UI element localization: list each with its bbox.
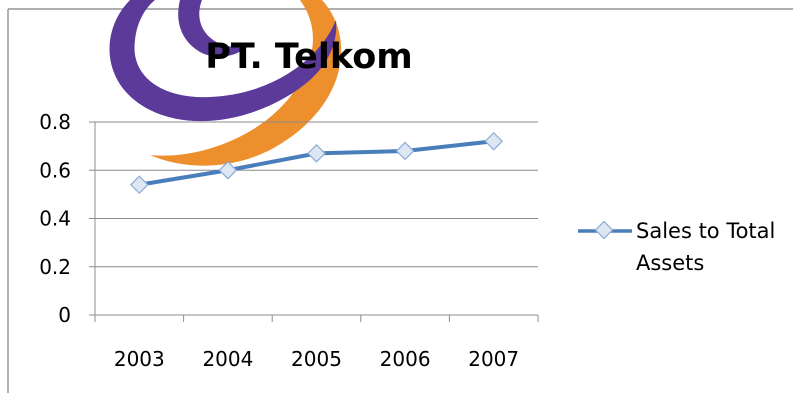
data-point-marker — [307, 144, 326, 163]
data-point-marker — [129, 175, 149, 195]
legend-label-line-1: Sales to Total — [636, 219, 775, 243]
y-tick-label: 0.8 — [39, 110, 71, 134]
x-tick-label: 2003 — [114, 347, 165, 371]
chart-title: PT. Telkom — [205, 37, 413, 77]
y-tick-label: 0.6 — [39, 158, 71, 182]
legend-label-line-2: Assets — [636, 251, 704, 275]
legend-marker — [594, 220, 614, 240]
y-tick-label: 0.2 — [39, 255, 71, 279]
y-tick-label: 0 — [58, 303, 71, 327]
y-tick-label: 0.4 — [39, 207, 71, 231]
logo-purple-arc — [178, 0, 250, 57]
watermark-logo — [109, 0, 342, 166]
x-tick-label: 2007 — [468, 347, 519, 371]
data-point-marker — [484, 131, 504, 151]
x-tick-label: 2004 — [202, 347, 253, 371]
data-point-marker — [218, 160, 238, 180]
legend: Sales to Total Assets — [578, 219, 775, 275]
series-layer — [129, 131, 504, 195]
x-tick-label: 2005 — [291, 347, 342, 371]
logo-orange-swoosh — [150, 0, 342, 166]
data-point-marker — [395, 141, 415, 161]
logo-purple-swoosh — [109, 0, 337, 122]
axes: 0 0.2 0.4 0.6 0.8 2003 2004 2005 2006 2007 — [39, 110, 539, 371]
gridlines — [95, 121, 538, 268]
x-tick-label: 2006 — [380, 347, 431, 371]
